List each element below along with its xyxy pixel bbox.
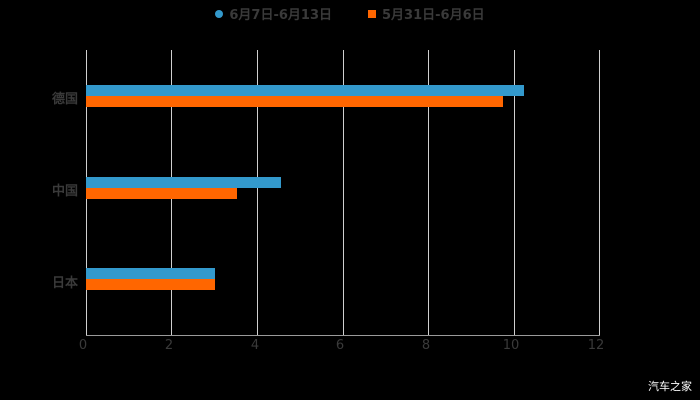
watermark: 汽车之家 [648,380,692,393]
bar-china-series-1[interactable] [86,177,281,188]
x-tick-label: 8 [421,338,431,353]
gridline [343,50,344,335]
gridline [514,50,515,335]
plot-area [86,50,600,336]
category-label-japan: 日本 [51,276,78,291]
category-label-china: 中国 [51,184,78,199]
x-tick-label: 10 [502,338,520,353]
gridline [257,50,258,335]
x-tick-label: 12 [587,338,605,353]
circle-marker-icon [215,9,224,18]
x-tick-label: 0 [78,338,88,353]
x-tick-label: 4 [250,338,260,353]
x-axis-line [86,335,600,336]
legend-label: 5月31日-6月6日 [382,8,485,23]
gridline [428,50,429,335]
bar-germany-series-2[interactable] [86,96,503,107]
legend-item-series-2[interactable]: 5月31日-6月6日 [368,4,485,23]
gridline [599,50,600,335]
legend-label: 6月7日-6月13日 [229,8,332,23]
bar-japan-series-1[interactable] [86,268,215,279]
legend-item-series-1[interactable]: 6月7日-6月13日 [215,4,332,23]
category-label-germany: 德国 [51,92,78,107]
square-marker-icon [368,9,376,18]
bar-china-series-2[interactable] [86,188,237,199]
x-tick-label: 2 [164,338,174,353]
chart-legend: 6月7日-6月13日 5月31日-6月6日 [0,4,700,23]
x-tick-label: 6 [335,338,345,353]
bar-japan-series-2[interactable] [86,279,215,290]
bar-germany-series-1[interactable] [86,85,524,96]
